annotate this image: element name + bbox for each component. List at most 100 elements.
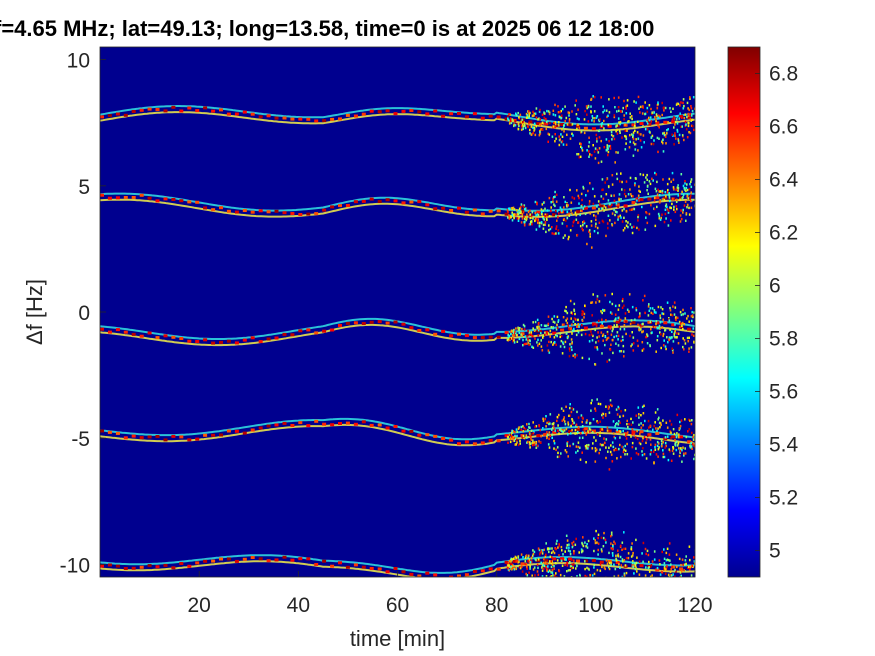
trace-1-speckle: [557, 229, 560, 232]
trace-4-speckle: [567, 569, 570, 572]
trace-0-dot: [345, 113, 350, 117]
trace-3-dot: [330, 423, 335, 427]
trace-1-speckle: [654, 187, 657, 190]
trace-2-speckle: [674, 306, 677, 309]
trace-4-dot: [361, 565, 366, 569]
trace-4-speckle: [630, 580, 632, 582]
trace-4-speckle: [566, 570, 568, 573]
trace-0-speckle: [533, 114, 536, 117]
trace-1-dot: [131, 196, 136, 199]
trace-2-speckle: [537, 322, 540, 325]
trace-4-speckle: [543, 558, 545, 561]
trace-3-speckle: [689, 446, 692, 449]
trace-0-speckle: [519, 122, 522, 125]
trace-0-speckle: [666, 129, 668, 132]
trace-3-speckle: [679, 451, 681, 454]
trace-3-speckle: [513, 430, 516, 434]
trace-2-speckle: [658, 327, 660, 330]
trace-2-dot: [163, 334, 168, 338]
trace-2-speckle: [681, 321, 684, 325]
trace-1-speckle: [642, 173, 645, 177]
trace-2-speckle: [523, 328, 526, 331]
trace-1-speckle: [563, 206, 565, 209]
trace-3-speckle: [678, 427, 681, 430]
trace-2-speckle: [615, 334, 618, 338]
trace-3-speckle: [614, 437, 617, 440]
trace-4-speckle: [627, 552, 630, 555]
trace-0-speckle: [605, 138, 608, 141]
trace-4-speckle: [648, 570, 651, 573]
trace-3-speckle: [676, 413, 679, 417]
trace-1-speckle: [518, 207, 521, 210]
trace-4-speckle: [557, 546, 559, 549]
trace-3-speckle: [551, 422, 554, 426]
trace-4-speckle: [508, 564, 510, 567]
trace-1-speckle: [635, 177, 637, 180]
trace-3-speckle: [530, 438, 533, 441]
trace-3-speckle: [690, 422, 693, 426]
trace-3-speckle: [538, 425, 541, 428]
trace-4-dot: [187, 564, 192, 568]
trace-0-speckle: [509, 117, 512, 120]
trace-1-speckle: [513, 208, 516, 211]
trace-2-dot: [322, 329, 327, 333]
trace-2-speckle: [655, 311, 657, 314]
trace-0-dot: [123, 113, 128, 117]
trace-3-speckle: [553, 428, 556, 431]
trace-1-dot: [576, 210, 580, 214]
trace-4-speckle: [668, 542, 671, 545]
trace-3-dot: [512, 436, 517, 439]
trace-2-speckle: [656, 335, 659, 338]
trace-1-speckle: [613, 199, 616, 202]
trace-4-speckle: [611, 548, 614, 551]
trace-0-speckle: [654, 115, 656, 119]
trace-2-speckle: [540, 331, 542, 334]
trace-1-speckle: [542, 217, 545, 220]
trace-1-speckle: [632, 195, 634, 198]
trace-0-speckle: [554, 140, 556, 143]
trace-4-speckle: [584, 560, 586, 563]
trace-3-speckle: [631, 428, 634, 431]
trace-4-speckle: [603, 566, 606, 569]
trace-4-dot: [258, 557, 263, 561]
trace-4-speckle: [574, 582, 576, 584]
trace-0-speckle: [586, 149, 588, 152]
trace-4-dot: [353, 563, 358, 567]
trace-3-speckle: [536, 444, 539, 447]
trace-4-speckle: [589, 573, 592, 577]
trace-0-speckle: [679, 112, 681, 115]
trace-2-dot: [290, 333, 295, 337]
trace-2-speckle: [659, 331, 661, 334]
trace-1-speckle: [540, 221, 543, 224]
trace-1-speckle: [607, 226, 609, 230]
trace-2-speckle: [601, 311, 603, 315]
trace-1-speckle: [636, 226, 638, 230]
trace-3-speckle: [627, 426, 629, 429]
trace-0-speckle: [622, 106, 624, 110]
trace-1-speckle: [507, 216, 509, 219]
trace-4-dot: [131, 566, 136, 570]
trace-2-speckle: [631, 331, 633, 334]
trace-4-speckle: [584, 541, 586, 544]
trace-3-speckle: [586, 431, 588, 435]
trace-3-speckle: [507, 435, 509, 439]
trace-4-speckle: [611, 552, 614, 555]
trace-3-speckle: [567, 433, 569, 436]
trace-2-speckle: [621, 299, 624, 303]
trace-1-speckle: [617, 205, 619, 209]
trace-0-speckle: [599, 118, 601, 121]
trace-2-dot: [560, 328, 565, 332]
trace-4-speckle: [649, 575, 652, 577]
trace-1-speckle: [638, 228, 640, 231]
trace-1-speckle: [569, 188, 571, 192]
trace-1-speckle: [553, 203, 555, 206]
trace-4-speckle: [529, 565, 531, 568]
trace-3-speckle: [571, 407, 574, 410]
trace-2-speckle: [674, 330, 676, 333]
trace-4-speckle: [642, 541, 645, 545]
trace-2-speckle: [512, 337, 514, 340]
trace-1-speckle: [511, 207, 513, 210]
trace-2-speckle: [674, 328, 677, 331]
trace-3-speckle: [612, 445, 615, 449]
trace-1-dot: [655, 196, 660, 200]
